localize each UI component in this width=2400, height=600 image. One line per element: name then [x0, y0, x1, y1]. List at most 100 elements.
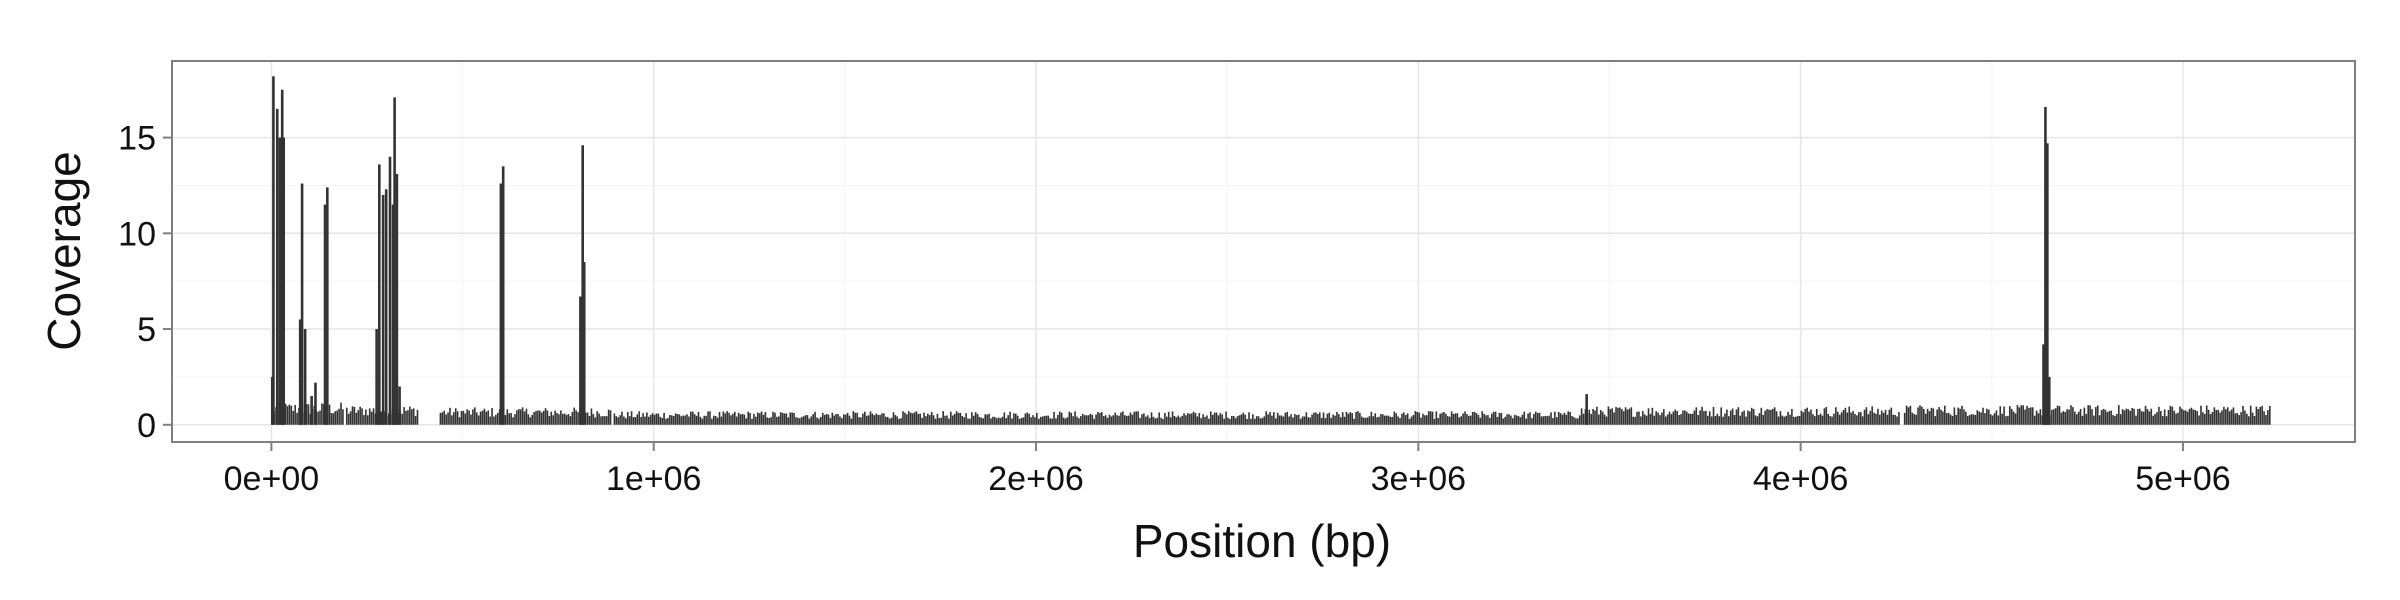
- coverage-bar: [609, 410, 612, 425]
- coverage-bar: [2026, 405, 2028, 425]
- coverage-bar: [1236, 416, 1239, 425]
- coverage-bar: [1263, 416, 1266, 425]
- coverage-bar: [1859, 411, 1862, 425]
- coverage-bar: [462, 410, 465, 425]
- coverage-bar: [1456, 413, 1459, 425]
- coverage-bar: [1154, 418, 1157, 425]
- coverage-bar: [2114, 415, 2116, 425]
- coverage-peak-bar: [272, 76, 275, 425]
- coverage-bar: [1064, 418, 1067, 425]
- coverage-bar: [2186, 411, 2189, 425]
- coverage-bar: [712, 415, 715, 425]
- coverage-bar: [642, 413, 644, 425]
- plot-panel-border: [171, 60, 2356, 443]
- coverage-bar: [1406, 413, 1409, 425]
- coverage-bar: [798, 418, 801, 425]
- coverage-bar: [1525, 418, 1527, 425]
- coverage-bar: [2060, 412, 2063, 425]
- coverage-bar: [1877, 408, 1879, 425]
- coverage-bar: [1286, 411, 1289, 425]
- coverage-bar: [1213, 412, 1216, 425]
- coverage-bar: [1932, 408, 1935, 425]
- coverage-bar: [563, 413, 566, 425]
- coverage-bar: [1999, 406, 2002, 425]
- coverage-bar: [1416, 411, 1419, 425]
- coverage-bar: [818, 418, 820, 425]
- coverage-bar: [1496, 416, 1499, 425]
- coverage-bar: [2154, 414, 2156, 425]
- coverage-bar: [2095, 407, 2097, 425]
- coverage-bar: [2175, 413, 2177, 425]
- coverage-bar: [2202, 412, 2204, 425]
- coverage-bar: [2215, 409, 2218, 425]
- coverage-bar: [361, 408, 363, 425]
- coverage-bar: [2108, 411, 2111, 425]
- coverage-bar: [617, 417, 620, 425]
- coverage-bar: [1580, 408, 1583, 425]
- coverage-bar: [919, 413, 922, 425]
- coverage-bar: [959, 412, 962, 425]
- coverage-bar: [569, 416, 572, 425]
- coverage-bar: [602, 416, 604, 425]
- coverage-bar: [1204, 416, 1206, 425]
- coverage-bar: [1223, 418, 1225, 425]
- coverage-bar: [1005, 418, 1008, 425]
- coverage-bar: [525, 408, 528, 425]
- coverage-bar: [1722, 416, 1724, 425]
- coverage-bar: [584, 412, 587, 425]
- coverage-peak-bar: [310, 396, 313, 425]
- coverage-bar: [636, 414, 639, 425]
- coverage-bar: [1462, 413, 1464, 425]
- coverage-bar: [762, 414, 765, 425]
- coverage-bar: [697, 411, 700, 425]
- coverage-bar: [1779, 411, 1782, 425]
- coverage-bar: [1968, 415, 1971, 425]
- coverage-bar: [894, 415, 897, 425]
- coverage-bar: [1590, 413, 1592, 425]
- coverage-bar: [1980, 412, 1982, 425]
- coverage-bar: [1559, 413, 1562, 425]
- coverage-bar: [1731, 408, 1734, 425]
- coverage-bar: [925, 416, 927, 425]
- coverage-peak-bar: [384, 189, 388, 425]
- coverage-peak-bar: [378, 164, 381, 425]
- coverage-bar: [1708, 411, 1711, 425]
- coverage-bar: [1984, 413, 1986, 425]
- coverage-bar: [2219, 412, 2221, 425]
- coverage-bar: [707, 411, 709, 425]
- coverage-bar: [1934, 416, 1937, 425]
- coverage-bar: [928, 415, 931, 425]
- coverage-bar: [615, 416, 618, 425]
- coverage-bar: [1385, 415, 1388, 425]
- coverage-bar: [2200, 405, 2202, 425]
- coverage-bar: [519, 409, 522, 425]
- coverage-bar: [737, 412, 740, 425]
- coverage-bar: [745, 418, 748, 425]
- coverage-bar: [1179, 417, 1182, 425]
- coverage-bar: [493, 416, 495, 425]
- coverage-bar: [649, 414, 652, 425]
- coverage-bars: [270, 76, 2271, 425]
- coverage-bar: [657, 413, 660, 425]
- coverage-bar: [982, 418, 985, 425]
- coverage-bar: [1578, 415, 1581, 425]
- coverage-peak-bar: [303, 329, 307, 425]
- coverage-bar: [2119, 414, 2122, 425]
- coverage-bar: [1393, 411, 1396, 425]
- coverage-bar: [2196, 411, 2198, 425]
- coverage-bar: [1108, 414, 1111, 425]
- coverage-bar: [1613, 412, 1615, 425]
- coverage-bar: [1068, 411, 1071, 425]
- coverage-bar: [1645, 415, 1648, 425]
- coverage-bar: [663, 412, 665, 425]
- coverage-bar: [768, 418, 771, 425]
- coverage-bar: [804, 415, 807, 425]
- coverage-bar: [1313, 412, 1315, 425]
- coverage-bar: [732, 413, 734, 425]
- coverage-bar: [489, 416, 491, 425]
- coverage-bar: [1966, 416, 1969, 425]
- coverage-bar: [896, 416, 899, 425]
- coverage-bar: [984, 414, 987, 425]
- coverage-bar: [1756, 416, 1759, 425]
